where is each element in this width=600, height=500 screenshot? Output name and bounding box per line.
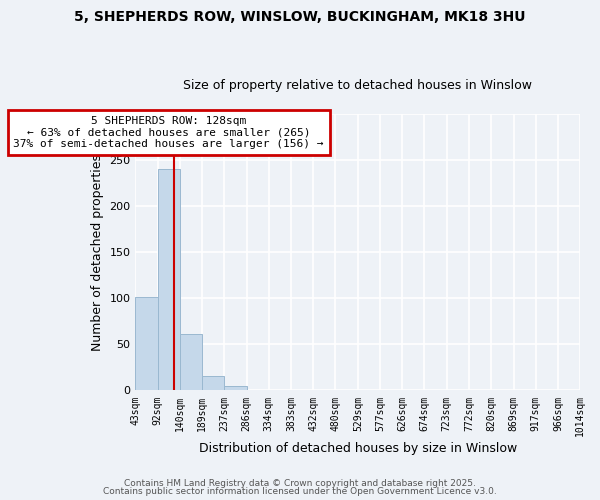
Title: Size of property relative to detached houses in Winslow: Size of property relative to detached ho… — [183, 79, 532, 92]
Y-axis label: Number of detached properties: Number of detached properties — [91, 154, 104, 350]
Bar — [180, 334, 202, 390]
Bar — [202, 376, 224, 390]
Text: Contains HM Land Registry data © Crown copyright and database right 2025.: Contains HM Land Registry data © Crown c… — [124, 478, 476, 488]
X-axis label: Distribution of detached houses by size in Winslow: Distribution of detached houses by size … — [199, 442, 517, 455]
Text: Contains public sector information licensed under the Open Government Licence v3: Contains public sector information licen… — [103, 487, 497, 496]
Bar — [158, 170, 180, 390]
Text: 5, SHEPHERDS ROW, WINSLOW, BUCKINGHAM, MK18 3HU: 5, SHEPHERDS ROW, WINSLOW, BUCKINGHAM, M… — [74, 10, 526, 24]
Text: 5 SHEPHERDS ROW: 128sqm
← 63% of detached houses are smaller (265)
37% of semi-d: 5 SHEPHERDS ROW: 128sqm ← 63% of detache… — [13, 116, 324, 149]
Bar — [135, 298, 158, 390]
Bar — [224, 386, 247, 390]
